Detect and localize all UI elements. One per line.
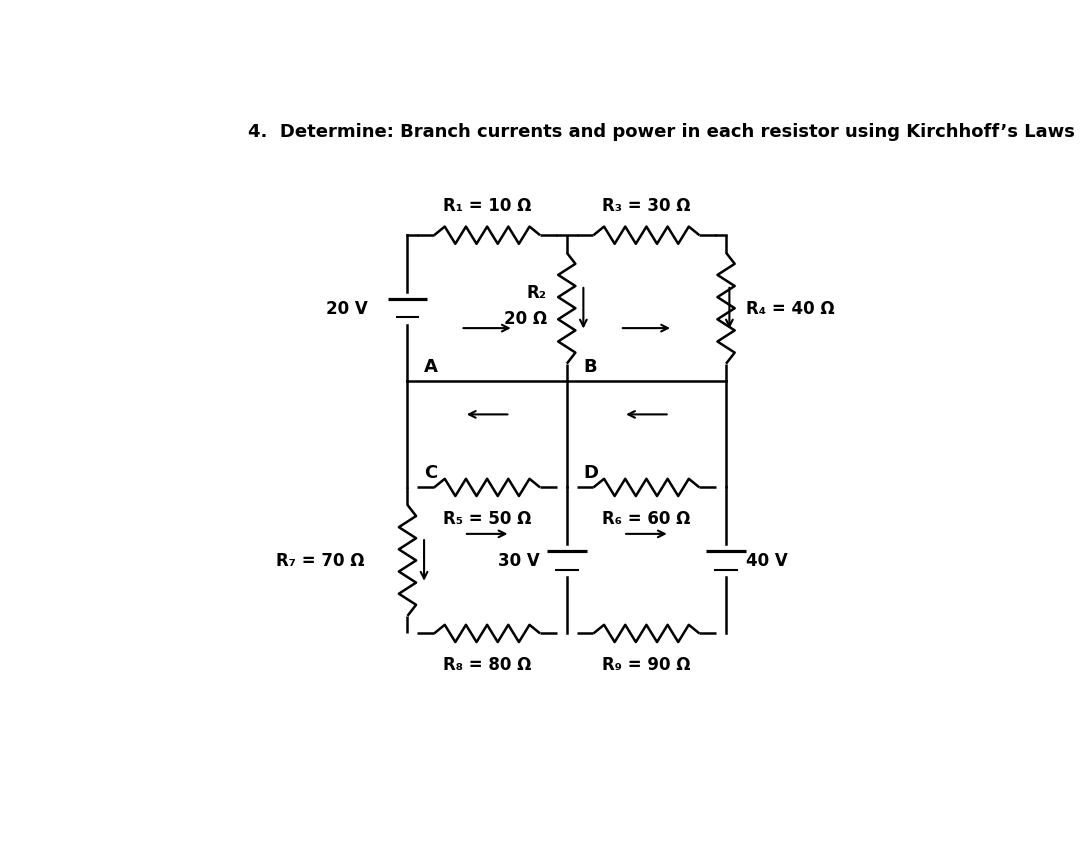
Text: R₈ = 80 Ω: R₈ = 80 Ω: [443, 655, 531, 673]
Text: C: C: [424, 463, 437, 481]
Text: R₂: R₂: [527, 283, 546, 301]
Text: 20 Ω: 20 Ω: [503, 310, 546, 328]
Text: A: A: [424, 357, 438, 375]
Text: R₇ = 70 Ω: R₇ = 70 Ω: [275, 552, 364, 570]
Text: B: B: [583, 357, 597, 375]
Text: R₄ = 40 Ω: R₄ = 40 Ω: [746, 300, 835, 318]
Text: R₅ = 50 Ω: R₅ = 50 Ω: [443, 509, 531, 527]
Text: D: D: [583, 463, 598, 481]
Text: 40 V: 40 V: [746, 552, 787, 570]
Text: 4.  Determine: Branch currents and power in each resistor using Kirchhoff’s Laws: 4. Determine: Branch currents and power …: [248, 123, 1075, 141]
Text: 30 V: 30 V: [499, 552, 540, 570]
Text: R₉ = 90 Ω: R₉ = 90 Ω: [603, 655, 691, 673]
Text: R₁ = 10 Ω: R₁ = 10 Ω: [443, 196, 531, 214]
Text: R₃ = 30 Ω: R₃ = 30 Ω: [603, 196, 691, 214]
Text: 20 V: 20 V: [326, 300, 367, 318]
Text: R₆ = 60 Ω: R₆ = 60 Ω: [603, 509, 690, 527]
